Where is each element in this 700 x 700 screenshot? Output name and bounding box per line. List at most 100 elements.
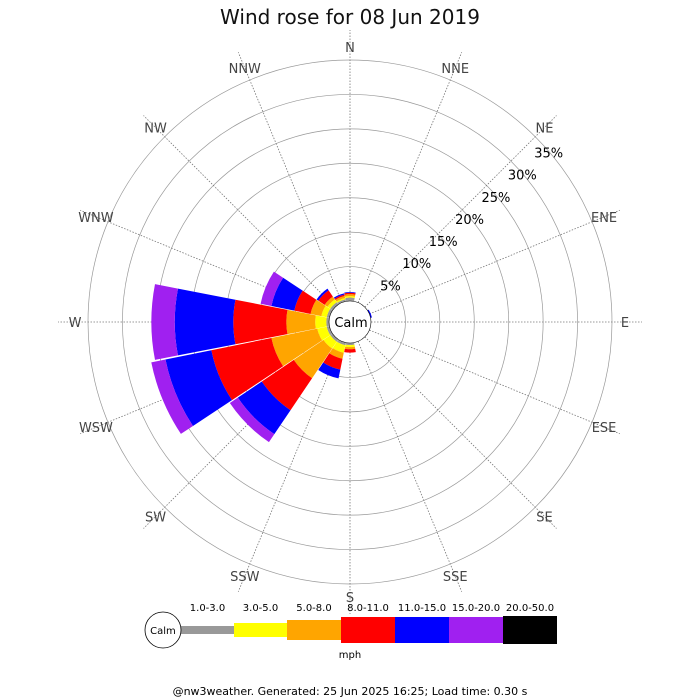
calm-circle <box>328 300 372 344</box>
bar-w-8.0-11.0 <box>233 299 288 345</box>
bar-ssw-3.0-5.0 <box>332 341 346 353</box>
bar-sw-5.0-8.0 <box>293 339 333 379</box>
spoke-ssw <box>237 341 343 592</box>
bar-nw-11.0-15.0 <box>316 288 329 301</box>
ring-label-4: 20% <box>455 213 484 228</box>
bar-ssw-11.0-15.0 <box>318 362 341 379</box>
bar-wsw-15.0-20.0 <box>151 359 193 434</box>
ring-label-5: 25% <box>482 191 511 206</box>
spoke-nw <box>143 115 336 308</box>
legend-label-3.0-5.0: 3.0-5.0 <box>243 603 278 614</box>
direction-label-n: N <box>345 41 355 56</box>
bar-nnw-8.0-11.0 <box>334 294 345 300</box>
direction-label-w: W <box>69 316 82 331</box>
ring-labels: 5%10% 15% 20% 25% 30% 35% <box>380 147 563 295</box>
ring-label-6: 30% <box>508 169 537 184</box>
legend-calm-circle <box>144 611 182 649</box>
spoke-se <box>364 336 557 529</box>
footer-text: @nw3weather. Generated: 25 Jun 2025 16:2… <box>173 685 528 698</box>
bar-n-5.0-8.0 <box>344 294 356 297</box>
bar-wsw-8.0-11.0 <box>211 337 284 401</box>
bar-s-8.0-11.0 <box>344 348 356 353</box>
spoke-nne <box>357 52 463 303</box>
direction-label-ene: ENE <box>591 211 617 226</box>
spoke-ene <box>369 209 620 315</box>
bar-nnw-1.0-3.0 <box>337 299 346 305</box>
calm-label: Calm <box>334 316 367 331</box>
ring-label-1: 5% <box>380 279 401 294</box>
bar-nnw-3.0-5.0 <box>336 298 346 303</box>
spoke-ese <box>369 329 620 435</box>
legend-swatch-15.0-20.0 <box>449 617 503 643</box>
direction-label-wsw: WSW <box>79 421 113 436</box>
ring-label-7: 35% <box>534 147 563 162</box>
legend-swatch-1.0-3.0 <box>181 626 234 634</box>
bar-w-11.0-15.0 <box>174 288 236 356</box>
legend-swatch-11.0-15.0 <box>395 617 449 643</box>
spoke-ne <box>364 115 557 308</box>
bar-wnw-3.0-5.0 <box>321 305 331 318</box>
bar-wnw-8.0-11.0 <box>294 290 317 314</box>
bar-s-3.0-5.0 <box>345 344 355 348</box>
ring-label-2: 10% <box>402 257 431 272</box>
bar-ssw-5.0-8.0 <box>329 348 344 359</box>
bar-wnw-5.0-8.0 <box>310 299 326 317</box>
bar-n-3.0-5.0 <box>345 296 355 299</box>
direction-labels: N NNE NE ENE E ESE SE SSE S SSW SW WSW W WNW NW NNW <box>69 41 630 606</box>
legend-label-11.0-15.0: 11.0-15.0 <box>398 603 446 614</box>
direction-label-s: S <box>346 591 354 606</box>
direction-label-nw: NW <box>144 122 167 137</box>
bar-nw-1.0-3.0 <box>330 302 339 311</box>
bar-sw-3.0-5.0 <box>323 335 337 349</box>
bar-ssw-1.0-3.0 <box>336 339 346 346</box>
bar-wsw-11.0-15.0 <box>165 350 233 426</box>
bar-n-8.0-11.0 <box>344 292 356 295</box>
direction-label-ssw: SSW <box>230 570 260 585</box>
bar-nw-3.0-5.0 <box>327 299 337 309</box>
bar-wsw-5.0-8.0 <box>271 328 323 367</box>
bar-sw-11.0-15.0 <box>237 381 291 435</box>
legend-swatch-8.0-11.0 <box>341 617 395 643</box>
bar-nw-5.0-8.0 <box>324 296 335 307</box>
bar-sw-1.0-3.0 <box>330 333 339 342</box>
bar-wnw-15.0-20.0 <box>260 271 284 307</box>
legend-swatch-5.0-8.0 <box>287 620 341 640</box>
bar-sw-8.0-11.0 <box>261 359 313 411</box>
bar-nnw-11.0-15.0 <box>333 293 345 299</box>
bar-w-1.0-3.0 <box>326 317 330 327</box>
bar-wnw-11.0-15.0 <box>271 277 303 311</box>
legend-label-5.0-8.0: 5.0-8.0 <box>296 603 331 614</box>
legend-label-15.0-20.0: 15.0-20.0 <box>452 603 500 614</box>
direction-label-se: SE <box>536 510 552 525</box>
spoke-nnw <box>237 52 343 303</box>
legend-swatch-3.0-5.0 <box>234 623 287 637</box>
direction-label-sw: SW <box>145 510 166 525</box>
legend-label-1.0-3.0: 1.0-3.0 <box>190 603 225 614</box>
bar-ssw-8.0-11.0 <box>323 353 343 370</box>
wind-bars <box>151 271 372 443</box>
legend-label-20.0-50.0: 20.0-50.0 <box>506 603 554 614</box>
direction-label-ne: NE <box>535 122 553 137</box>
direction-label-e: E <box>621 316 629 331</box>
bar-s-1.0-3.0 <box>345 342 355 346</box>
direction-label-nnw: NNW <box>229 62 261 77</box>
ring-6 <box>122 94 578 550</box>
chart-title: Wind rose for 08 Jun 2019 <box>220 5 480 29</box>
legend-swatch-20.0-50.0 <box>503 616 557 644</box>
bar-w-3.0-5.0 <box>315 315 327 329</box>
direction-label-sse: SSE <box>443 570 468 585</box>
legend-unit-label: mph <box>339 650 361 661</box>
calm-center: Calm <box>328 300 372 344</box>
bar-wsw-1.0-3.0 <box>326 326 333 336</box>
bar-wnw-1.0-3.0 <box>326 308 333 318</box>
bar-nnw-5.0-8.0 <box>335 296 346 302</box>
spoke-sse <box>357 341 463 592</box>
bar-nw-8.0-11.0 <box>318 290 333 305</box>
bar-n-1.0-3.0 <box>345 297 355 302</box>
bar-sw-15.0-20.0 <box>229 397 275 443</box>
direction-label-ese: ESE <box>592 421 617 436</box>
bar-wsw-3.0-5.0 <box>317 326 331 341</box>
speed-legend: mph 1.0-3.0 3.0-5.0 5.0-8.0 8.0-11.0 11.0-15… <box>144 603 557 661</box>
direction-label-wnw: WNW <box>78 211 114 226</box>
